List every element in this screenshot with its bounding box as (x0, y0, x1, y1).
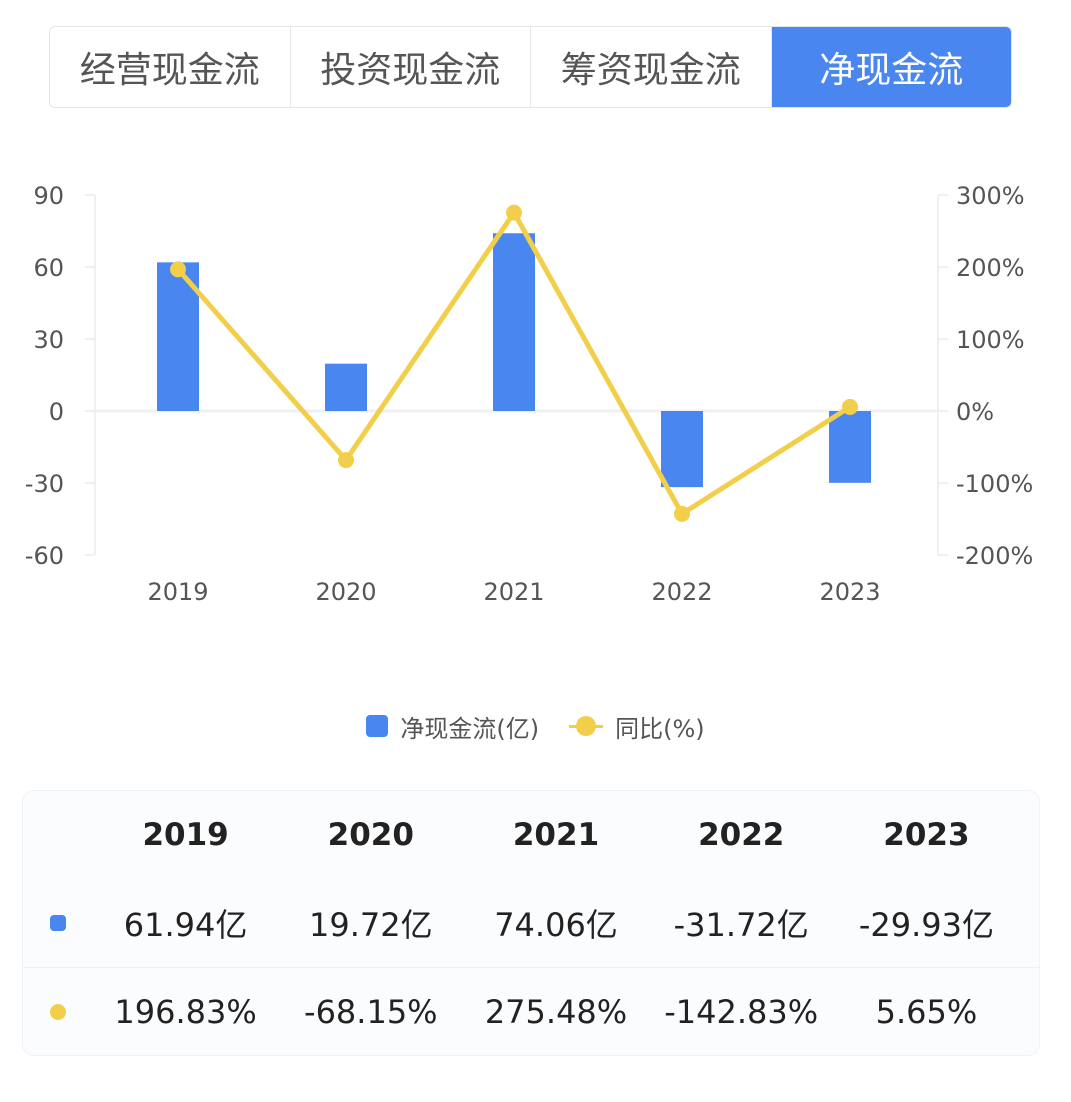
y-right-tick-label: 0% (956, 398, 994, 426)
table-row-yoy: 196.83% -68.15% 275.48% -142.83% 5.65% (23, 968, 1039, 1056)
point-yoy-2019 (170, 261, 186, 278)
cashflow-tabs: 经营现金流 投资现金流 筹资现金流 净现金流 (49, 26, 1012, 108)
table-cell: 275.48% (484, 993, 628, 1031)
x-tick-label: 2023 (819, 578, 880, 606)
x-tick-label: 2021 (483, 578, 544, 606)
table-row-net-cashflow: 61.94亿 19.72亿 74.06亿 -31.72亿 -29.93亿 (23, 879, 1039, 968)
line-series-marker-icon (50, 1004, 66, 1020)
table-year: 2023 (883, 817, 970, 853)
row-marker-cell (23, 1004, 93, 1020)
y-right-tick-label: -200% (956, 542, 1033, 570)
y-right-tick-label: 100% (956, 326, 1025, 354)
point-yoy-2020 (338, 452, 354, 469)
y-right-tick-label: 300% (956, 182, 1025, 210)
legend-line-marker (569, 715, 604, 737)
bar-net-cashflow-2022 (661, 411, 703, 488)
table-cell: -29.93亿 (858, 906, 994, 944)
legend-item-yoy[interactable]: 同比(%) (569, 709, 705, 744)
table-year: 2020 (327, 817, 414, 853)
legend-dot (576, 716, 597, 736)
tab-investing-cashflow[interactable]: 投资现金流 (290, 27, 531, 107)
y-left-tick-label: -60 (25, 542, 64, 570)
y-right-tick-label: -100% (956, 470, 1033, 498)
table-cell: 5.65% (875, 993, 978, 1031)
point-yoy-2022 (674, 505, 690, 522)
y-left-tick-label: -30 (25, 470, 64, 498)
x-tick-label: 2022 (651, 578, 712, 606)
bar-net-cashflow-2020 (325, 363, 367, 411)
bar-net-cashflow-2021 (493, 233, 535, 411)
point-yoy-2021 (506, 204, 522, 221)
y-left-tick-label: 30 (33, 326, 64, 354)
table-cell: 74.06亿 (494, 906, 618, 944)
table-cell: 19.72亿 (308, 906, 433, 944)
table-year: 2022 (698, 817, 785, 853)
table-cell: -31.72亿 (673, 906, 809, 944)
x-tick-label: 2019 (147, 578, 208, 606)
y-left-tick-label: 60 (33, 254, 64, 282)
x-tick-label: 2020 (315, 578, 376, 606)
table-cell: -68.15% (304, 993, 438, 1031)
chart-legend: 净现金流(亿) 同比(%) (0, 706, 1071, 746)
legend-label-net-cashflow: 净现金流(亿) (400, 714, 540, 743)
row-marker-cell (23, 915, 93, 931)
y-left-tick-label: 0 (49, 398, 64, 426)
table-cell: 196.83% (114, 993, 257, 1031)
table-year: 2019 (142, 817, 229, 853)
point-yoy-2023 (842, 398, 858, 415)
bar-net-cashflow-2023 (829, 411, 871, 483)
tab-financing-cashflow[interactable]: 筹资现金流 (531, 27, 772, 107)
table-cell: 61.94亿 (123, 906, 248, 944)
tab-operating-cashflow[interactable]: 经营现金流 (50, 27, 291, 107)
legend-square-marker (366, 715, 389, 737)
tab-net-cashflow[interactable]: 净现金流 (771, 27, 1011, 107)
table-year: 2021 (512, 817, 600, 853)
bar-series-marker-icon (50, 915, 66, 931)
table-cell: -142.83% (664, 993, 819, 1031)
legend-label-yoy: 同比(%) (615, 714, 705, 743)
table-header-row: 2019 2020 2021 2022 2023 (23, 791, 1039, 879)
legend-item-net-cashflow[interactable]: 净现金流(亿) (366, 709, 539, 744)
y-left-tick-label: 90 (33, 182, 64, 210)
net-cashflow-chart: 90 60 30 0 -30 -60 300% 200% 100% 0% -100% -200% 201… (25, 182, 1033, 606)
y-right-tick-label: 200% (956, 254, 1025, 282)
data-table: 2019 2020 2021 2022 2023 61.94亿 19.72亿 7… (22, 790, 1040, 1056)
